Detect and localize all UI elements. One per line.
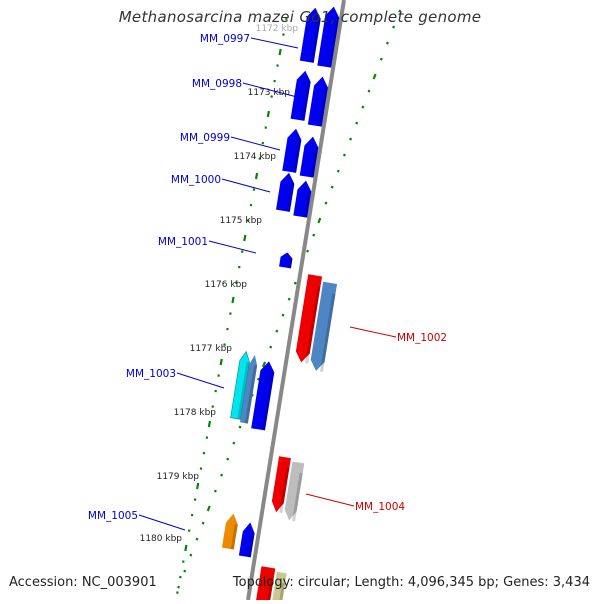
tick-mark: [185, 545, 186, 551]
tick-mark: [338, 170, 339, 172]
gene-label: MM_1005: [88, 510, 138, 522]
gene-mm-1001: [279, 252, 292, 268]
gene-mm-1000-a: [276, 173, 294, 212]
tick-mark: [356, 122, 357, 124]
gene-labels: MM_0997 MM_0998 MM_0999 MM_1000 MM_1001 MM_10…: [88, 33, 447, 530]
tick-mark: [227, 458, 228, 460]
tick-mark: [280, 49, 281, 55]
kbp-label: 1174 kbp: [234, 152, 277, 162]
gene-mm-1005-b: [239, 522, 255, 557]
tick-mark: [268, 111, 269, 117]
tick-mark: [221, 474, 222, 476]
tick-mark: [393, 26, 394, 28]
gene-label: MM_1003: [126, 368, 176, 380]
label-leader: [222, 179, 270, 192]
tick-mark: [233, 442, 234, 444]
label-leader: [177, 373, 224, 388]
tick-mark: [381, 58, 382, 60]
kbp-label: 1179 kbp: [157, 472, 200, 482]
tick-mark: [295, 282, 296, 284]
tick-mark: [232, 297, 233, 303]
tick-mark: [258, 378, 259, 380]
tick-mark: [178, 586, 179, 588]
tick-mark: [307, 250, 308, 252]
gene-label: MM_1002: [397, 332, 447, 344]
label-leader: [231, 137, 280, 150]
label-leader: [209, 241, 256, 253]
gene-label: MM_1004: [355, 501, 405, 513]
tick-mark: [244, 235, 245, 241]
tick-mark: [374, 74, 376, 79]
kbp-label: 1175 kbp: [220, 216, 263, 226]
gene-mm-0999-a: [282, 129, 301, 173]
tick-mark: [283, 314, 284, 316]
tick-mark: [344, 154, 345, 156]
label-leader: [350, 327, 396, 337]
tick-mark: [369, 90, 370, 92]
tick-mark: [190, 554, 191, 556]
map-title: Methanosarcina mazei Go1, complete genom…: [0, 8, 600, 26]
kbp-label: 1178 kbp: [174, 408, 217, 418]
tick-mark: [221, 359, 222, 365]
label-leader: [139, 515, 185, 530]
gene-mm-1005-a: [222, 514, 238, 550]
tick-mark: [362, 106, 363, 108]
gene-label: MM_1000: [171, 174, 221, 186]
tick-mark: [318, 218, 320, 223]
tick-mark: [289, 298, 290, 300]
inner-tick-ring: [177, 18, 286, 594]
tick-mark: [215, 490, 216, 492]
accession-text: Accession: NC_003901: [9, 575, 157, 590]
gene-label: MM_0998: [192, 78, 242, 90]
tick-mark: [203, 522, 204, 524]
tick-mark: [332, 186, 333, 188]
tick-mark: [313, 234, 314, 236]
tick-mark: [240, 426, 241, 428]
tick-mark: [350, 138, 351, 140]
gene-label: MM_0999: [180, 132, 230, 144]
tick-mark: [256, 173, 257, 179]
tick-mark: [270, 346, 271, 348]
tick-mark: [208, 506, 210, 511]
kbp-label: 1180 kbp: [140, 534, 183, 544]
gene-label: MM_1001: [158, 236, 208, 248]
tick-mark: [197, 483, 198, 489]
kbp-label: 1176 kbp: [205, 280, 248, 290]
kbp-label: 1177 kbp: [190, 344, 233, 354]
gene-label: MM_0997: [200, 33, 250, 45]
tick-mark: [276, 330, 277, 332]
label-leader: [306, 494, 354, 506]
tick-mark: [209, 421, 210, 427]
label-leader: [251, 38, 298, 48]
tick-mark: [326, 202, 327, 204]
tick-mark: [387, 42, 388, 44]
summary-text: Topology: circular; Length: 4,096,345 bp…: [233, 575, 590, 590]
tick-mark: [184, 570, 185, 572]
tick-mark: [197, 538, 198, 540]
